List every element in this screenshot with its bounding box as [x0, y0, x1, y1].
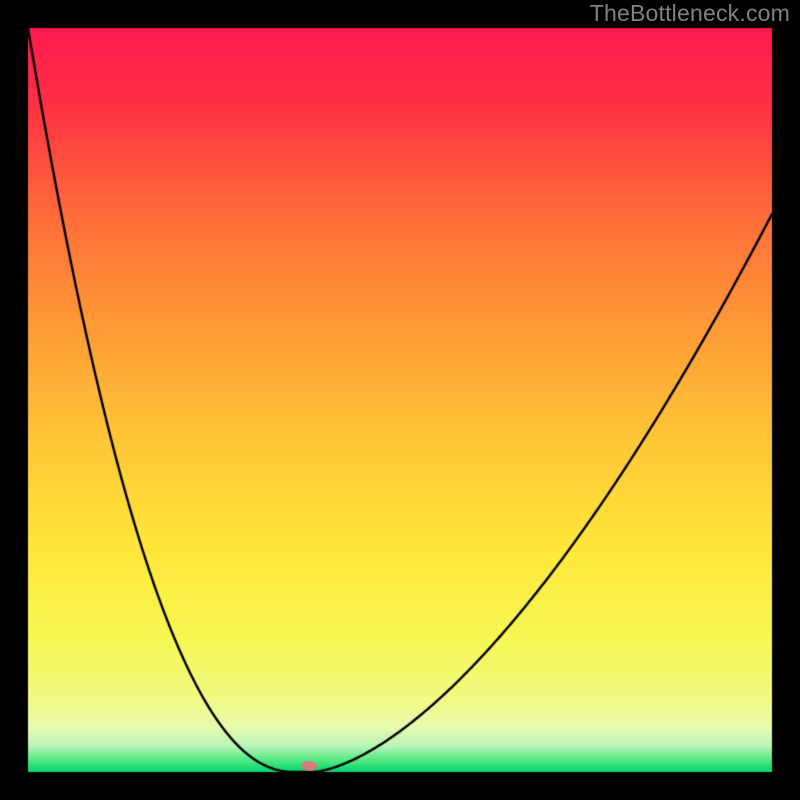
watermark-text: TheBottleneck.com	[590, 0, 790, 27]
bottleneck-curve-chart	[0, 0, 800, 800]
chart-root: TheBottleneck.com	[0, 0, 800, 800]
